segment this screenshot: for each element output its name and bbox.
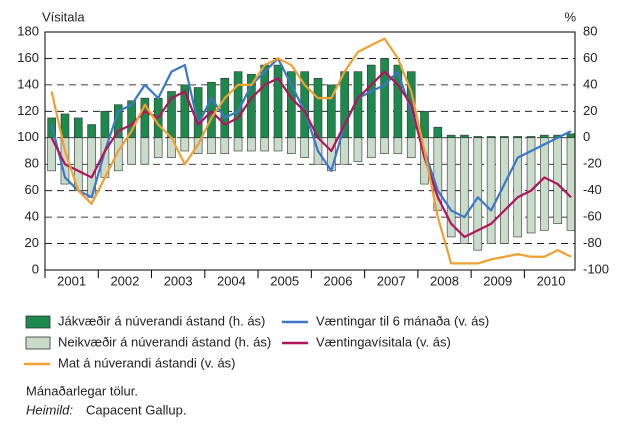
bar (353, 137, 363, 162)
bar (433, 137, 443, 211)
y2-tick-label: -80 (583, 235, 602, 250)
bar (473, 137, 483, 251)
line (50, 57, 572, 219)
bar (486, 137, 496, 244)
bar (140, 137, 150, 165)
bar (460, 134, 469, 139)
bar (260, 137, 270, 152)
bar (553, 137, 562, 225)
legend-swatch (25, 336, 51, 350)
x-tick-label: 2002 (110, 273, 139, 288)
y-tick-label: 120 (17, 103, 39, 118)
bar (460, 137, 469, 244)
bar (127, 137, 136, 165)
y-tick-label: 40 (25, 209, 39, 224)
y2-tick-label: 40 (583, 76, 597, 91)
y2-tick-label: 80 (583, 23, 597, 38)
bar (513, 137, 523, 238)
bar (180, 137, 190, 152)
bar (380, 58, 389, 139)
x-tick-label: 2004 (217, 273, 246, 288)
y2-tick-label: -40 (583, 182, 602, 197)
bar (540, 137, 549, 231)
bar (380, 137, 389, 154)
y2-axis-label: % (564, 9, 576, 24)
bar (287, 137, 296, 154)
bar (207, 81, 216, 139)
y-tick-label: 60 (25, 182, 39, 197)
y-tick-label: 100 (17, 129, 39, 144)
bar (393, 137, 403, 154)
bar (340, 137, 349, 165)
bar (566, 133, 576, 139)
bar (300, 137, 309, 158)
y2-tick-label: -60 (583, 209, 602, 224)
y-tick-label: 20 (25, 235, 39, 250)
legend-label: Væntingavísitala (v. ás) (316, 334, 451, 349)
y-axis-label: Vísitala (42, 9, 85, 24)
x-tick-label: 2007 (377, 273, 406, 288)
bar (167, 137, 176, 158)
bar (100, 111, 110, 139)
y-tick-label: 180 (17, 23, 39, 38)
y-tick-label: 0 (32, 261, 39, 276)
y-tick-label: 140 (17, 76, 39, 91)
x-tick-label: 2001 (57, 273, 86, 288)
bar (73, 117, 83, 139)
legend-swatch (25, 315, 51, 329)
bar (220, 77, 230, 139)
x-tick-label: 2003 (164, 273, 193, 288)
bar (113, 137, 123, 172)
x-tick-label: 2009 (483, 273, 512, 288)
y-tick-label: 80 (25, 156, 39, 171)
legend-label: Jákvæðir á núverandi ástand (h. ás) (58, 313, 265, 328)
bar (366, 64, 376, 139)
bar (433, 126, 443, 139)
bar (87, 124, 96, 139)
bar (540, 134, 549, 139)
x-tick-label: 2006 (324, 273, 353, 288)
line (50, 37, 572, 265)
note: Mánaðarlegar tölur. (26, 383, 138, 398)
y2-tick-label: -20 (583, 156, 602, 171)
bar (220, 137, 230, 154)
bar (273, 137, 283, 152)
legend-label: Neikvæðir á núverandi ástand (h. ás) (58, 334, 271, 349)
y2-tick-label: 0 (583, 129, 590, 144)
bar (247, 137, 256, 152)
bar (366, 137, 376, 158)
source: Capacent Gallup. (86, 402, 186, 417)
legend-label: Væntingar til 6 mánaða (v. ás) (316, 313, 489, 328)
bar (313, 77, 323, 139)
y-tick-label: 160 (17, 50, 39, 65)
y2-tick-label: 20 (583, 103, 597, 118)
source-label: Heimild: (26, 402, 73, 417)
x-tick-label: 2005 (270, 273, 299, 288)
bar (446, 137, 456, 238)
plot-frame (44, 31, 576, 271)
bar (566, 137, 576, 231)
bar (406, 137, 416, 158)
x-tick-label: 2010 (537, 273, 566, 288)
bar (233, 137, 243, 152)
x-tick-label: 2008 (430, 273, 459, 288)
legend-label: Mat á núverandi ástandi (v. ás) (58, 355, 236, 370)
bar (207, 137, 216, 154)
bar (446, 134, 456, 139)
bar (273, 64, 283, 139)
y2-tick-label: 60 (583, 50, 597, 65)
y2-tick-label: -100 (583, 261, 609, 276)
bar (153, 137, 163, 158)
